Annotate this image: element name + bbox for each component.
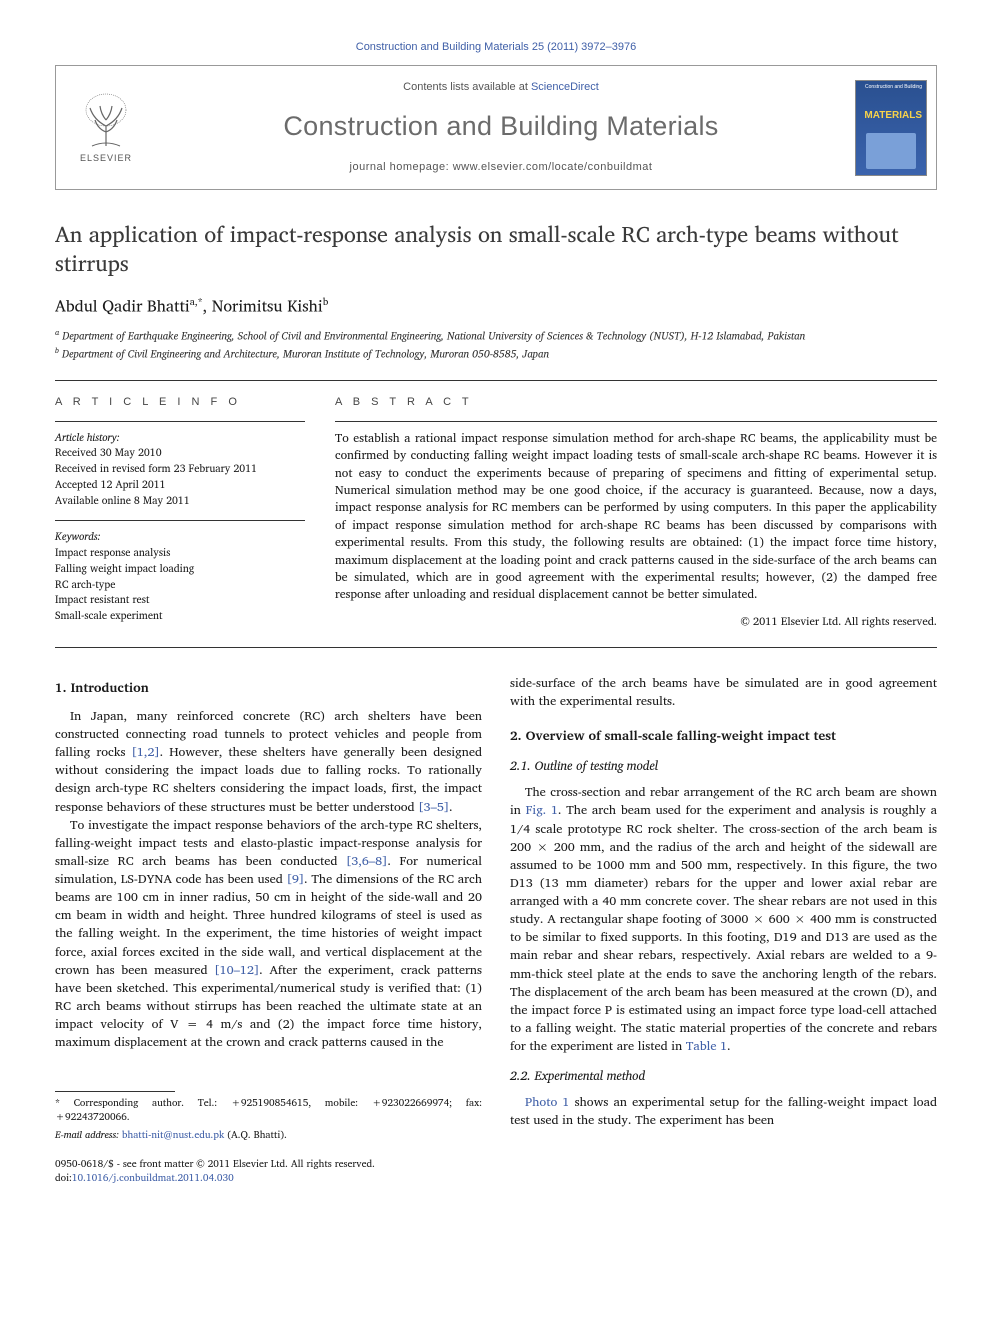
s1-p3: side-surface of the arch beams have be s…: [510, 674, 937, 710]
hist-3: Available online 8 May 2011: [55, 493, 305, 509]
abstract-column: A B S T R A C T To establish a rational …: [335, 395, 937, 629]
abstract-text: To establish a rational impact response …: [335, 430, 937, 604]
section-1-head: 1. Introduction: [55, 678, 482, 697]
header-center: Contents lists available at ScienceDirec…: [156, 66, 846, 189]
info-rule-2: [55, 520, 305, 521]
publisher-logo-cell: ELSEVIER: [56, 66, 156, 189]
s1-p1-c: .: [449, 797, 453, 817]
article-history: Received 30 May 2010 Received in revised…: [55, 445, 305, 508]
keywords-list: Impact response analysis Falling weight …: [55, 545, 305, 624]
article-info-head: A R T I C L E I N F O: [55, 395, 305, 410]
keywords-label: Keywords:: [55, 529, 305, 544]
s22-p1-b: shows an experimental setup for the fall…: [510, 1092, 937, 1130]
ref-3-6-8[interactable]: [3,6–8]: [346, 851, 387, 871]
s1-p2: To investigate the impact response behav…: [55, 816, 482, 1052]
affiliation-a-text: Department of Earthquake Engineering, Sc…: [62, 326, 805, 344]
doi-label: doi:: [55, 1170, 72, 1186]
ref-3-5[interactable]: [3–5]: [418, 797, 449, 817]
contents-prefix: Contents lists available at: [403, 81, 531, 93]
email-link[interactable]: bhatti-nit@nust.edu.pk: [122, 1127, 224, 1143]
email-paren: (A.Q. Bhatti).: [224, 1127, 287, 1143]
abstract-copyright: © 2011 Elsevier Ltd. All rights reserved…: [335, 614, 937, 629]
cover-thumb-cell: Construction and Building MATERIALS: [846, 66, 936, 189]
footnote-area: * Corresponding author. Tel.: +925190854…: [55, 1091, 482, 1185]
rule-top: [55, 380, 937, 381]
corresponding-author: * Corresponding author. Tel.: +925190854…: [55, 1096, 482, 1124]
tree-icon: [76, 90, 136, 150]
sciencedirect-link[interactable]: ScienceDirect: [531, 81, 599, 93]
abs-rule: [335, 421, 937, 422]
doi-link[interactable]: 10.1016/j.conbuildmat.2011.04.030: [72, 1170, 234, 1186]
author-2: Norimitsu Kishi: [212, 293, 323, 319]
cover-image-placeholder: [866, 133, 916, 169]
ref-9[interactable]: [9]: [287, 869, 305, 889]
section-2-2-head: 2.2. Experimental method: [510, 1067, 937, 1085]
journal-header: ELSEVIER Contents lists available at Sci…: [55, 65, 937, 190]
issn-doi: 0950-0618/$ - see front matter © 2011 El…: [55, 1157, 482, 1185]
info-abstract-row: A R T I C L E I N F O Article history: R…: [55, 395, 937, 629]
cover-top-text: Construction and Building: [860, 85, 922, 91]
author-2-sup: b: [323, 294, 329, 310]
affiliation-b-text: Department of Civil Engineering and Arch…: [62, 345, 549, 363]
s21-p1-c: .: [727, 1036, 731, 1056]
affiliation-b: b Department of Civil Engineering and Ar…: [55, 344, 937, 362]
footer-bottom: 0950-0618/$ - see front matter © 2011 El…: [55, 1157, 482, 1185]
article-info-column: A R T I C L E I N F O Article history: R…: [55, 395, 305, 629]
author-sep: ,: [203, 293, 212, 319]
doi-line: doi:10.1016/j.conbuildmat.2011.04.030: [55, 1171, 482, 1185]
kw-4: Small-scale experiment: [55, 608, 305, 624]
journal-reference: Construction and Building Materials 25 (…: [55, 40, 937, 55]
homepage-prefix: journal homepage:: [350, 161, 453, 173]
contents-list-line: Contents lists available at ScienceDirec…: [166, 80, 836, 95]
ref-1-2[interactable]: [1,2]: [132, 742, 160, 762]
cover-materials-text: MATERIALS: [860, 109, 922, 123]
page-root: Construction and Building Materials 25 (…: [0, 0, 992, 1225]
history-label: Article history:: [55, 430, 305, 445]
issn-line: 0950-0618/$ - see front matter © 2011 El…: [55, 1157, 482, 1171]
footnote-rule: [55, 1091, 175, 1092]
s21-p1-b: . The arch beam used for the experiment …: [510, 800, 937, 1056]
ref-10-12[interactable]: [10–12]: [214, 960, 259, 980]
journal-cover-thumbnail: Construction and Building MATERIALS: [855, 80, 927, 176]
email-line: E-mail address: bhatti-nit@nust.edu.pk (…: [55, 1128, 482, 1143]
s21-p1: The cross-section and rebar arrangement …: [510, 783, 937, 1055]
article-title: An application of impact-response analys…: [55, 220, 937, 277]
rule-mid: [55, 647, 937, 648]
corr-text: Corresponding author. Tel.: +92519085461…: [55, 1095, 482, 1125]
publisher-name: ELSEVIER: [80, 152, 132, 165]
homepage-line: journal homepage: www.elsevier.com/locat…: [166, 160, 836, 175]
affiliation-a: a Department of Earthquake Engineering, …: [55, 326, 937, 344]
affiliations: a Department of Earthquake Engineering, …: [55, 326, 937, 363]
homepage-url: www.elsevier.com/locate/conbuildmat: [453, 161, 653, 173]
author-1-sup: a,*: [190, 294, 203, 310]
fig-1-link[interactable]: Fig. 1: [526, 800, 558, 820]
author-list: Abdul Qadir Bhattia,*, Norimitsu Kishib: [55, 295, 937, 318]
email-label: E-mail address:: [55, 1127, 122, 1143]
journal-title: Construction and Building Materials: [166, 108, 836, 146]
s22-p1: Photo 1 shows an experimental setup for …: [510, 1093, 937, 1129]
info-rule-1: [55, 421, 305, 422]
section-2-1-head: 2.1. Outline of testing model: [510, 757, 937, 775]
section-2-head: 2. Overview of small-scale falling-weigh…: [510, 726, 937, 745]
elsevier-logo: ELSEVIER: [66, 83, 146, 173]
body-two-column: 1. Introduction In Japan, many reinforce…: [55, 674, 937, 1185]
author-1: Abdul Qadir Bhatti: [55, 293, 190, 319]
s1-p1: In Japan, many reinforced concrete (RC) …: [55, 707, 482, 816]
photo-1-link[interactable]: Photo 1: [525, 1092, 569, 1112]
abstract-head: A B S T R A C T: [335, 395, 937, 410]
table-1-link[interactable]: Table 1: [686, 1036, 727, 1056]
